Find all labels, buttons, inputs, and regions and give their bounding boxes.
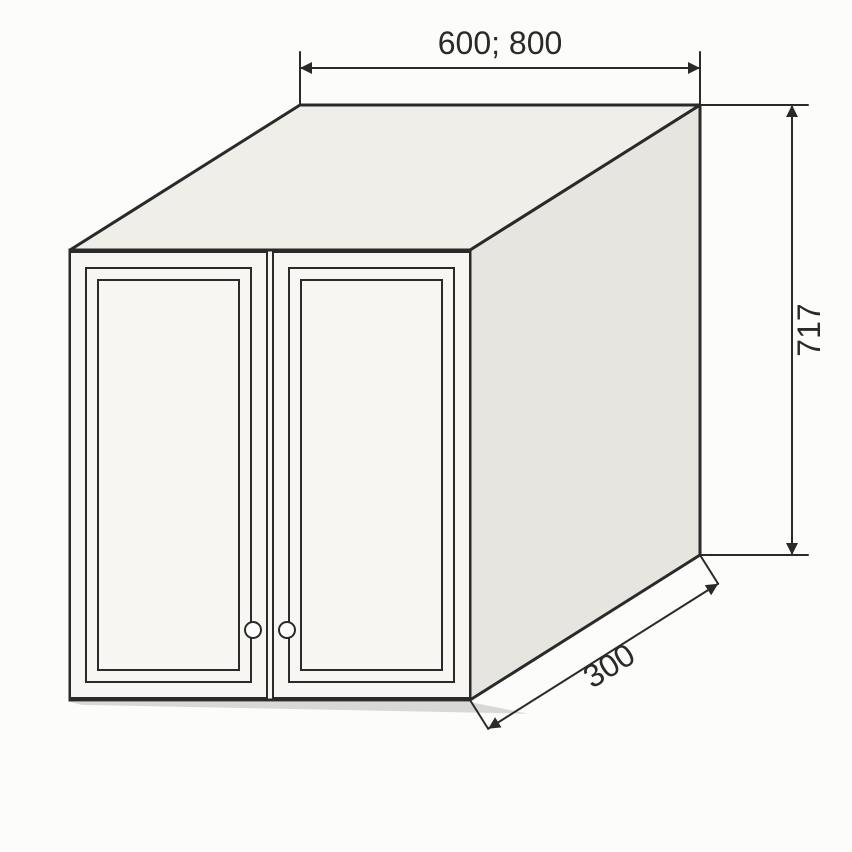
- left-door: [70, 250, 267, 700]
- left-door-knob: [248, 622, 264, 638]
- dim-width-label: 600; 800: [438, 25, 563, 61]
- right-door: [273, 250, 470, 700]
- right-door-knob: [279, 622, 295, 638]
- dim-height-label: 717: [791, 303, 827, 356]
